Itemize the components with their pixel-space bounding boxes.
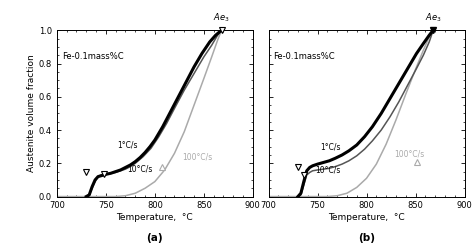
Y-axis label: Austenite volume fraction: Austenite volume fraction [27,54,36,172]
Text: Fe-0.1mass%C: Fe-0.1mass%C [273,52,335,61]
X-axis label: Temperature,  °C: Temperature, °C [117,213,193,222]
Text: $Ae_3$: $Ae_3$ [213,12,230,24]
X-axis label: Temperature,  °C: Temperature, °C [328,213,405,222]
Text: 1°C/s: 1°C/s [118,141,138,149]
Text: (b): (b) [358,233,375,243]
Text: 1°C/s: 1°C/s [320,142,341,151]
Text: Fe-0.1mass%C: Fe-0.1mass%C [62,52,123,61]
Text: 10°C/s: 10°C/s [128,165,153,174]
Text: $Ae_3$: $Ae_3$ [425,12,441,24]
Text: (a): (a) [146,233,163,243]
Text: 10°C/s: 10°C/s [316,166,341,175]
Text: 100°C/s: 100°C/s [394,150,424,159]
Text: 100°C/s: 100°C/s [182,152,212,161]
